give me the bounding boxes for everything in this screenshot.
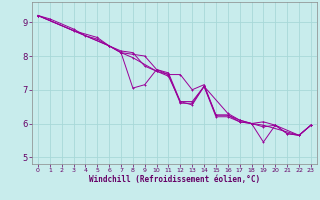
X-axis label: Windchill (Refroidissement éolien,°C): Windchill (Refroidissement éolien,°C) <box>89 175 260 184</box>
